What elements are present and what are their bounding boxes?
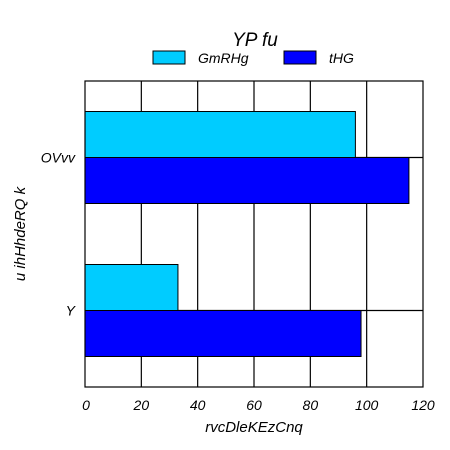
legend-swatch [152,50,186,65]
y-axis-categories: OVvv Y [41,150,77,319]
x-tick-label: 20 [133,397,150,413]
bars [84,111,410,357]
bar [84,310,362,357]
x-tick-label: 0 [82,397,90,413]
legend-label: tHG [329,50,354,66]
plot-frame [84,80,424,388]
y-category-label: OVvv [41,150,76,166]
y-axis-label: u ihHhdeRQ k [12,185,29,281]
x-tick-label: 120 [411,397,435,413]
bar [84,157,410,204]
y-category-label: Y [66,303,77,319]
chart-title: YP fu [232,30,278,51]
x-axis-label: rvcDleKEzCnq [205,419,303,436]
bar [84,264,179,311]
x-tick-label: 100 [355,397,379,413]
bar [84,111,356,158]
legend-swatch [283,50,317,65]
x-tick-label: 40 [190,397,206,413]
x-tick-label: 80 [303,397,319,413]
legend-label: GmRHg [198,50,249,66]
legend: GmRHg tHG [152,50,354,66]
x-axis-ticks: 0 20 40 60 80 100 120 [82,397,435,413]
plot-area [84,80,424,388]
x-tick-label: 60 [246,397,262,413]
